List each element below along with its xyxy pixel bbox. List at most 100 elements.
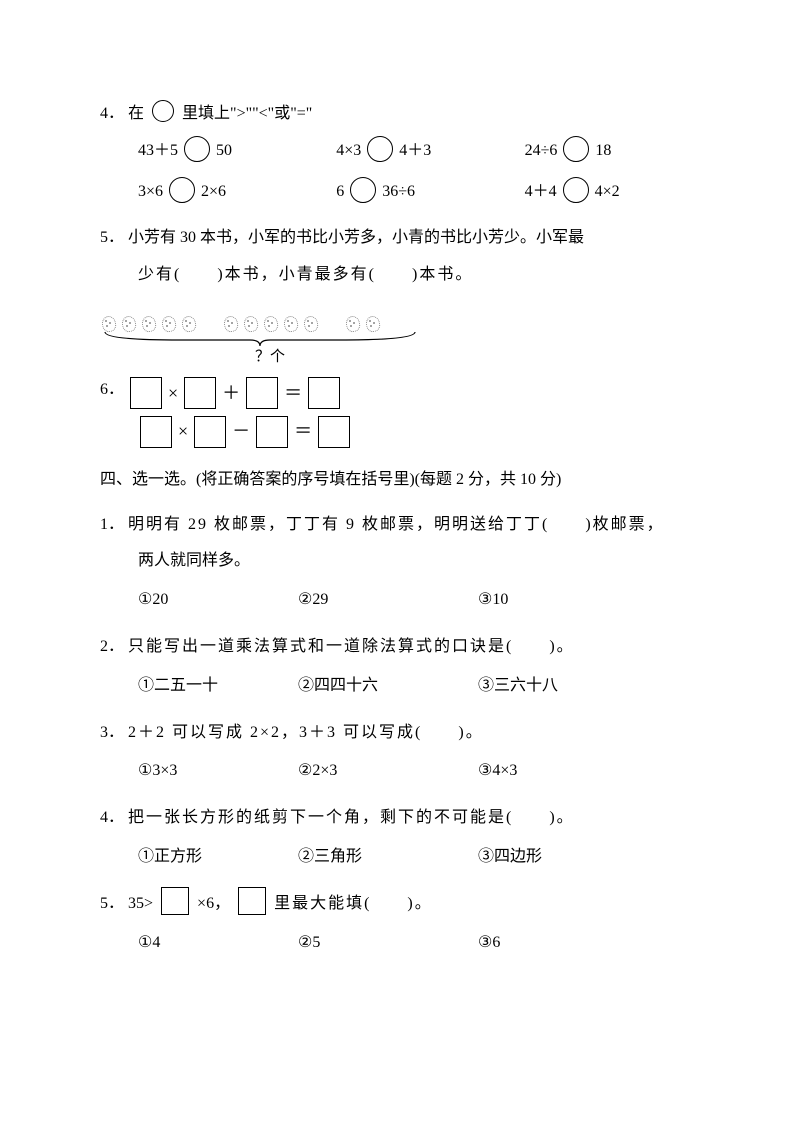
q4-text-post: 里填上">""<"或"=" [182,105,312,122]
q6-eq2: × － ＝ [138,415,703,447]
circle-blank-icon [152,100,174,122]
op-mul: × [178,415,188,447]
blank-box[interactable] [308,377,340,409]
blank-box[interactable] [256,416,288,448]
compare-blank-icon[interactable] [367,136,393,162]
op-minus: － [232,415,250,447]
q4-r1-item2: 4×3 4＋3 [336,137,524,166]
q4-r2-item3: 4＋4 4×2 [525,178,703,207]
mc-question-5: 5． 35> ×6， 里最大能填( )。 ①4 ②5 ③6 [100,890,703,958]
mc3-opt-b[interactable]: ②2×3 [298,757,478,786]
blank-box[interactable] [318,416,350,448]
ladybug-icon [364,314,380,334]
q4-prompt: 4． 在 里填上">""<"或"=" [100,100,703,129]
mc4-text: 把一张长方形的纸剪下一个角，剩下的不可能是( )。 [128,809,575,826]
mc5-opt-b[interactable]: ②5 [298,929,478,958]
mc4-opt-a[interactable]: ①正方形 [138,843,298,872]
q4-r2-item1: 3×6 2×6 [138,178,336,207]
ladybug-icon [282,314,298,334]
ladybug-icon [242,314,258,334]
q4-row2: 3×6 2×6 6 36÷6 4＋4 4×2 [138,178,703,207]
question-6: ？个 6． × ＋ ＝ × － ＝ [100,308,703,448]
q6-eq1: × ＋ ＝ [128,377,342,409]
mc1-opt-a[interactable]: ①20 [138,586,298,615]
blank-box[interactable] [184,377,216,409]
mc1-options: ①20 ②29 ③10 [138,586,703,615]
mc1-opt-b[interactable]: ②29 [298,586,478,615]
mc3-number: 3． [100,724,124,741]
mc-question-1: 1． 明明有 29 枚邮票，丁丁有 9 枚邮票，明明送给丁丁( )枚邮票， 两人… [100,511,703,615]
mc5-opt-a[interactable]: ①4 [138,929,298,958]
ladybug-group-3 [344,314,380,334]
mc-question-4: 4． 把一张长方形的纸剪下一个角，剩下的不可能是( )。 ①正方形 ②三角形 ③… [100,804,703,872]
compare-blank-icon[interactable] [184,136,210,162]
mc4-opt-b[interactable]: ②三角形 [298,843,478,872]
mc4-opt-c[interactable]: ③四边形 [478,843,638,872]
mc2-number: 2． [100,638,124,655]
mc2-opt-c[interactable]: ③三六十八 [478,672,638,701]
section-4-header: 四、选一选。(将正确答案的序号填在括号里)(每题 2 分，共 10 分) [100,466,703,495]
mc3-text: 2＋2 可以写成 2×2，3＋3 可以写成( )。 [128,724,484,741]
ladybug-icon [262,314,278,334]
mc2-line: 2． 只能写出一道乘法算式和一道除法算式的口诀是( )。 [100,633,703,662]
blank-box[interactable] [130,377,162,409]
mc3-opt-c[interactable]: ③4×3 [478,757,638,786]
blank-box[interactable] [246,377,278,409]
compare-blank-icon[interactable] [563,177,589,203]
ladybug-icon [180,314,196,334]
ladybug-icon [140,314,156,334]
compare-blank-icon[interactable] [350,177,376,203]
blank-box[interactable] [161,887,189,915]
mc5-pre: 35> [128,895,153,912]
blank-box[interactable] [140,416,172,448]
op-eq: ＝ [284,377,302,409]
q6-number: 6． [100,376,124,405]
q4-number: 4． [100,105,124,122]
mc2-text: 只能写出一道乘法算式和一道除法算式的口诀是( )。 [128,638,575,655]
q5-line1: 5． 小芳有 30 本书，小军的书比小芳多，小青的书比小芳少。小军最 [100,224,703,253]
question-5: 5． 小芳有 30 本书，小军的书比小芳多，小青的书比小芳少。小军最 少有( )… [100,224,703,290]
mc5-options: ①4 ②5 ③6 [138,929,703,958]
compare-blank-icon[interactable] [169,177,195,203]
compare-blank-icon[interactable] [563,136,589,162]
mc1-number: 1． [100,516,124,533]
blank-box[interactable] [194,416,226,448]
brace-label: ？个 [100,344,440,371]
ladybug-icon [120,314,136,334]
ladybug-icon [302,314,318,334]
ladybug-group-2 [222,314,318,334]
op-mul: × [168,377,178,409]
mc3-line: 3． 2＋2 可以写成 2×2，3＋3 可以写成( )。 [100,719,703,748]
mc4-line: 4． 把一张长方形的纸剪下一个角，剩下的不可能是( )。 [100,804,703,833]
mc5-post: 里最大能填( )。 [274,895,433,912]
mc1-text1: 明明有 29 枚邮票，丁丁有 9 枚邮票，明明送给丁丁( )枚邮票， [128,516,665,533]
q4-row1: 43＋5 50 4×3 4＋3 24÷6 18 [138,137,703,166]
mc-question-2: 2． 只能写出一道乘法算式和一道除法算式的口诀是( )。 ①二五一十 ②四四十六… [100,633,703,701]
mc2-opt-a[interactable]: ①二五一十 [138,672,298,701]
mc3-options: ①3×3 ②2×3 ③4×3 [138,757,703,786]
q4-r1-item1: 43＋5 50 [138,137,336,166]
op-eq: ＝ [294,415,312,447]
ladybug-icon [160,314,176,334]
mc5-mid: ×6， [197,895,230,912]
mc2-options: ①二五一十 ②四四十六 ③三六十八 [138,672,703,701]
brace-container: ？个 [100,330,440,371]
question-4: 4． 在 里填上">""<"或"=" 43＋5 50 4×3 4＋3 24÷6 … [100,100,703,206]
q5-line2: 少有( )本书，小青最多有( )本书。 [138,261,703,290]
mc1-opt-c[interactable]: ③10 [478,586,638,615]
mc5-number: 5． [100,895,124,912]
q4-text-pre: 在 [128,105,144,122]
mc1-line1: 1． 明明有 29 枚邮票，丁丁有 9 枚邮票，明明送给丁丁( )枚邮票， [100,511,703,540]
mc3-opt-a[interactable]: ①3×3 [138,757,298,786]
ladybug-icon [222,314,238,334]
q4-r1-item3: 24÷6 18 [525,137,703,166]
mc2-opt-b[interactable]: ②四四十六 [298,672,478,701]
op-plus: ＋ [222,377,240,409]
mc1-line2: 两人就同样多。 [138,547,703,576]
mc5-opt-c[interactable]: ③6 [478,929,638,958]
q4-r2-item2: 6 36÷6 [336,178,524,207]
mc4-number: 4． [100,809,124,826]
blank-box[interactable] [238,887,266,915]
ladybug-icon [100,314,116,334]
mc-question-3: 3． 2＋2 可以写成 2×2，3＋3 可以写成( )。 ①3×3 ②2×3 ③… [100,719,703,787]
